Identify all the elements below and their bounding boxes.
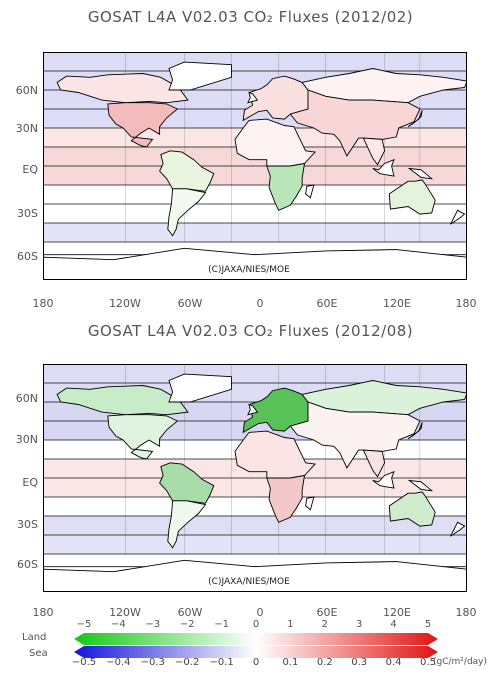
colorbar-sea-bar bbox=[74, 646, 438, 658]
land-tick-label: 1 bbox=[287, 619, 294, 630]
ocean-band-4 bbox=[43, 497, 467, 516]
land-region-boreal-na bbox=[56, 73, 189, 104]
land-outline-5 bbox=[305, 184, 315, 199]
x-label-120e: 120E bbox=[383, 297, 411, 310]
land-region-north-africa bbox=[234, 118, 317, 167]
land-tick-label: −2 bbox=[179, 619, 195, 630]
x-label-180w: 180 bbox=[32, 297, 54, 310]
x-label-180w: 180 bbox=[32, 606, 54, 619]
land-region-south-africa bbox=[266, 162, 306, 211]
y-label-60n: 60N bbox=[15, 392, 38, 405]
land-outline-6 bbox=[450, 521, 466, 537]
land-region-tropical-asia bbox=[362, 449, 386, 478]
land-region-australia bbox=[388, 491, 436, 527]
copyright-text: (C)JAXA/NIES/MOE bbox=[208, 577, 290, 587]
x-label-60w: 60W bbox=[177, 297, 203, 310]
land-region-australia bbox=[388, 179, 436, 215]
ocean-band-6 bbox=[43, 223, 467, 242]
land-tick-label: 0 bbox=[252, 619, 260, 630]
x-label-180e: 180 bbox=[455, 606, 477, 619]
land-outline-7 bbox=[43, 247, 467, 280]
land-tick-label: −4 bbox=[111, 619, 126, 630]
land-region-temperate-sa bbox=[167, 188, 207, 237]
land-tick-label: −5 bbox=[76, 619, 92, 630]
land-region-temperate-sa bbox=[167, 500, 207, 549]
land-outline-6 bbox=[450, 209, 466, 225]
ocean-band-5 bbox=[43, 516, 467, 535]
land-region-tropical-sa bbox=[159, 462, 215, 504]
sea-tick-label: 0.3 bbox=[351, 657, 368, 668]
y-label-30s: 30S bbox=[17, 207, 38, 220]
x-label-0: 0 bbox=[256, 606, 264, 619]
map-frame bbox=[43, 52, 467, 280]
sea-tick-label: −0.3 bbox=[140, 657, 165, 668]
x-label-60e: 60E bbox=[316, 606, 338, 619]
flux-map-aug: (C)JAXA/NIES/MOE bbox=[43, 364, 467, 592]
land-outline-4 bbox=[247, 403, 259, 416]
sea-tick-label: 0.1 bbox=[282, 657, 299, 668]
land-tick-label: 3 bbox=[356, 619, 363, 630]
flux-map-feb: (C)JAXA/NIES/MOE bbox=[43, 52, 467, 280]
colorbar-sea-label: Sea bbox=[29, 648, 48, 659]
x-label-120w: 120W bbox=[109, 297, 141, 310]
land-region-temperate-na bbox=[107, 414, 179, 460]
sea-tick-label: 0.2 bbox=[316, 657, 333, 668]
x-label-180e: 180 bbox=[455, 297, 477, 310]
y-label-eq: EQ bbox=[22, 163, 38, 176]
land-outline-1 bbox=[372, 470, 395, 489]
land-outline-2 bbox=[407, 479, 434, 492]
colorbar-unit: (gC/m²/day) bbox=[433, 657, 488, 667]
land-tick-label: 5 bbox=[424, 619, 432, 630]
land-outline-0 bbox=[168, 373, 232, 403]
land-region-south-africa bbox=[266, 474, 306, 523]
y-label-30n: 30N bbox=[15, 433, 38, 446]
land-outline-2 bbox=[407, 167, 434, 180]
land-outline-1 bbox=[372, 158, 395, 177]
map-frame bbox=[43, 364, 467, 592]
colorbar-land-bar bbox=[74, 633, 438, 645]
sea-tick-label: −0.2 bbox=[175, 657, 200, 668]
land-region-tropical-asia bbox=[362, 137, 386, 166]
land-outline-7 bbox=[43, 559, 467, 592]
land-tick-label: 4 bbox=[390, 619, 397, 630]
x-label-120w: 120W bbox=[109, 606, 141, 619]
sea-tick-label: −0.5 bbox=[71, 657, 97, 668]
y-label-30s: 30S bbox=[17, 518, 38, 531]
copyright-text: (C)JAXA/NIES/MOE bbox=[208, 265, 290, 275]
land-outline-0 bbox=[168, 61, 232, 91]
land-region-boreal-na bbox=[56, 385, 189, 416]
panel-title-aug: GOSAT L4A V02.03 CO₂ Fluxes (2012/08) bbox=[87, 322, 414, 340]
ocean-band-6 bbox=[43, 535, 467, 554]
sea-tick-label: 0.4 bbox=[385, 657, 402, 668]
land-outline-3 bbox=[407, 422, 423, 440]
y-label-60s: 60S bbox=[17, 558, 38, 571]
x-label-60w: 60W bbox=[177, 606, 203, 619]
colorbar bbox=[74, 633, 438, 658]
ocean-band-4 bbox=[43, 185, 467, 204]
y-label-60n: 60N bbox=[15, 84, 38, 97]
land-tick-label: −1 bbox=[214, 619, 229, 630]
x-label-60e: 60E bbox=[316, 297, 338, 310]
land-outline-5 bbox=[305, 496, 315, 511]
y-label-30n: 30N bbox=[15, 122, 38, 135]
land-region-temperate-na bbox=[107, 102, 179, 148]
land-tick-label: 2 bbox=[321, 619, 328, 630]
x-label-120e: 120E bbox=[383, 606, 411, 619]
x-label-0: 0 bbox=[256, 297, 264, 310]
panel-title-feb: GOSAT L4A V02.03 CO₂ Fluxes (2012/02) bbox=[87, 8, 414, 26]
sea-tick-label: 0 bbox=[252, 657, 260, 668]
y-label-eq: EQ bbox=[22, 476, 38, 489]
land-outline-3 bbox=[407, 110, 423, 128]
sea-tick-label: −0.4 bbox=[106, 657, 131, 668]
land-region-tropical-sa bbox=[159, 150, 215, 192]
land-tick-label: −3 bbox=[145, 619, 161, 630]
y-label-60s: 60S bbox=[17, 250, 38, 263]
ocean-band-5 bbox=[43, 204, 467, 223]
colorbar-land-label: Land bbox=[22, 632, 47, 643]
land-outline-4 bbox=[247, 91, 259, 104]
sea-tick-label: 0.5 bbox=[420, 657, 436, 668]
sea-tick-label: −0.1 bbox=[209, 657, 234, 668]
land-region-north-africa bbox=[234, 430, 317, 479]
